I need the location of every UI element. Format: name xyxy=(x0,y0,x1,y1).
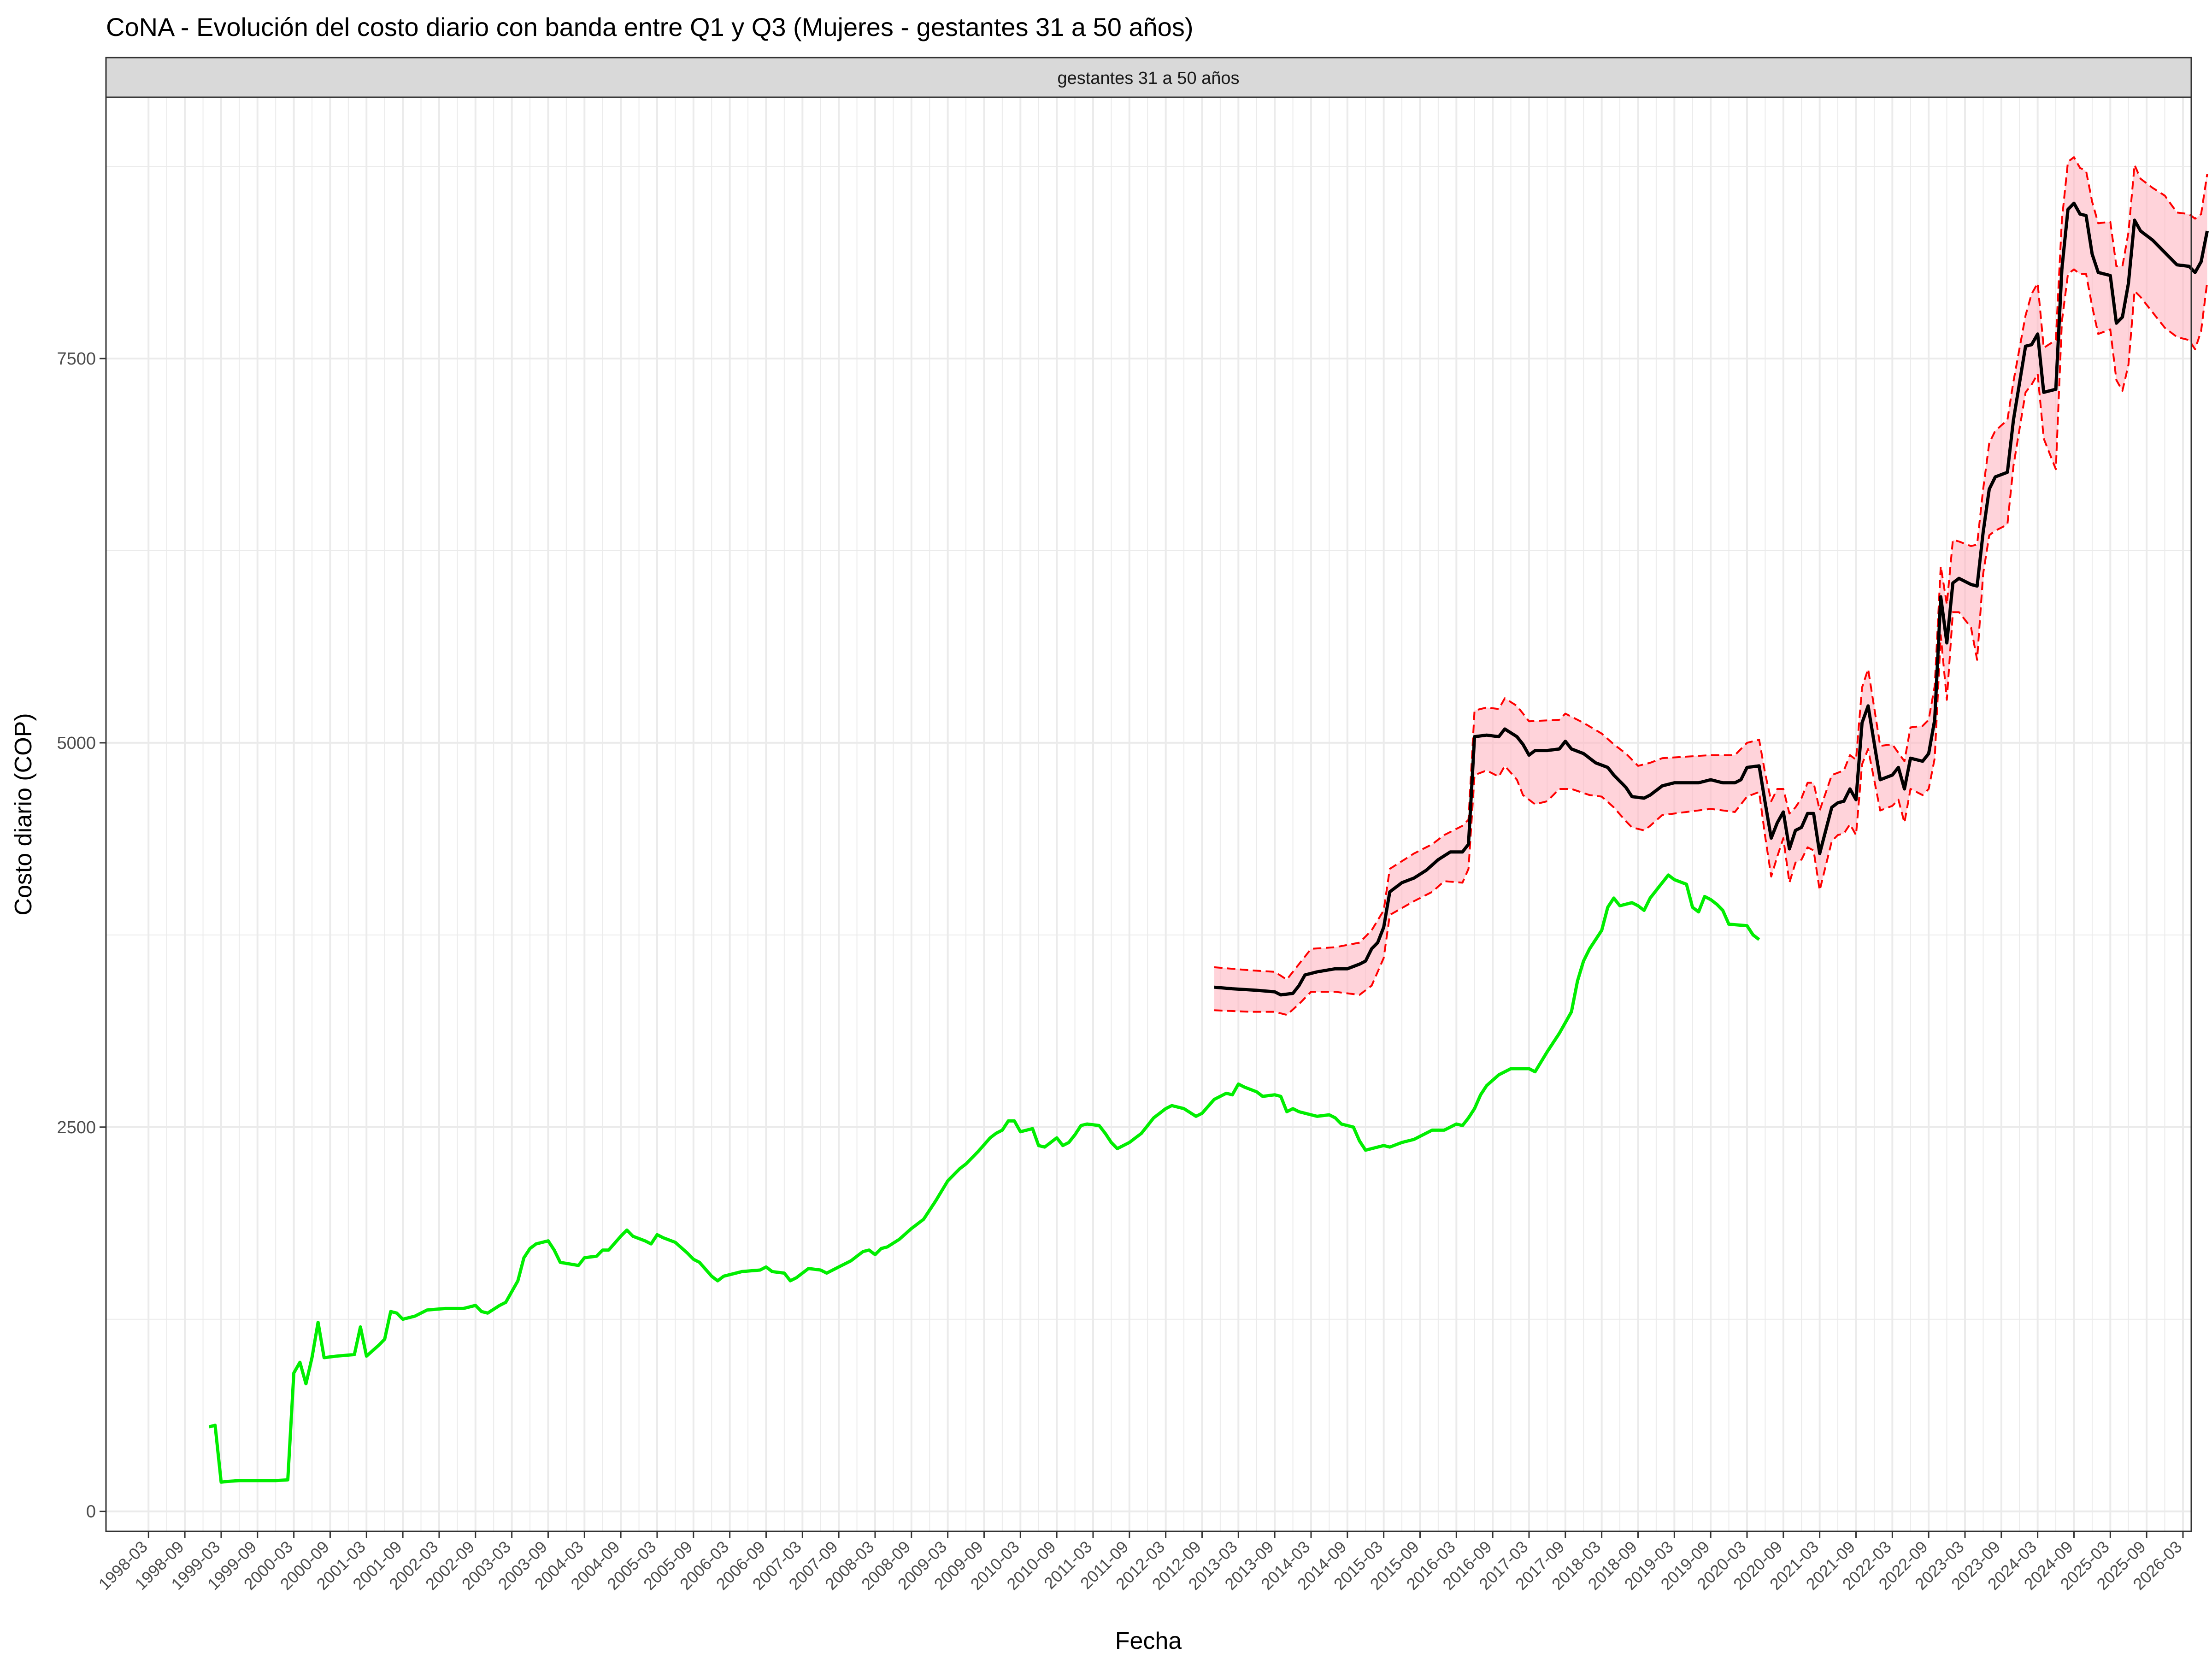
chart-title: CoNA - Evolución del costo diario con ba… xyxy=(106,12,1194,41)
x-axis: 1998-031998-091999-031999-092000-032000-… xyxy=(95,1531,2186,1594)
q1-q3-band xyxy=(1214,157,2207,1015)
plot-area xyxy=(208,156,2209,1484)
grid-minor xyxy=(106,97,2191,1531)
median-cost-line xyxy=(1214,201,2209,997)
y-tick-label: 7500 xyxy=(57,349,96,369)
y-axis-title: Costo diario (COP) xyxy=(10,713,37,915)
q3-line xyxy=(1214,156,2208,981)
q1-line xyxy=(1214,268,2208,1016)
x-axis-title: Fecha xyxy=(1115,1628,1182,1654)
grid-major xyxy=(106,97,2191,1531)
y-tick-label: 2500 xyxy=(57,1118,96,1137)
y-axis: 0 2500 5000 7500 xyxy=(57,349,106,1522)
facet-strip-background xyxy=(105,57,2192,98)
facet-strip: gestantes 31 a 50 años xyxy=(105,57,2192,98)
y-tick-label: 5000 xyxy=(57,734,96,753)
facet-strip-label: gestantes 31 a 50 años xyxy=(1057,69,1239,88)
historical-cost-line xyxy=(208,873,1760,1484)
y-tick-label: 0 xyxy=(86,1502,96,1522)
panel-border xyxy=(105,96,2192,1532)
